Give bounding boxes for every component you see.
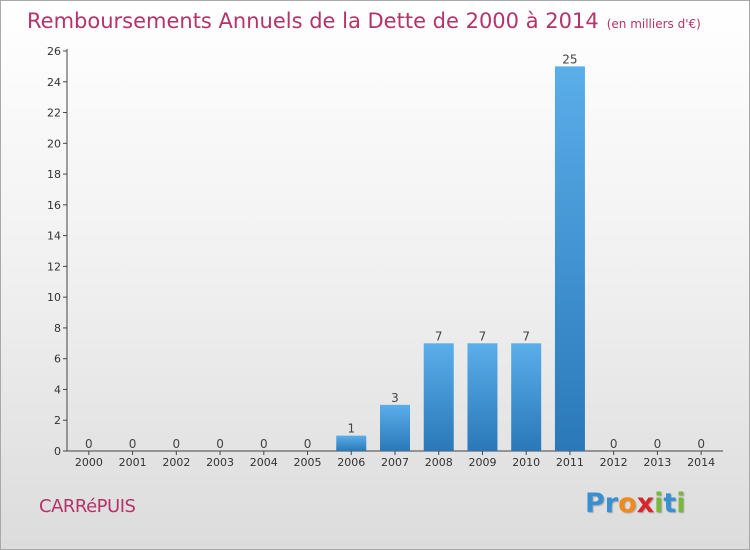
labels: 2000 0 2001 0 2002 0 2003 0 2004 0 2005 0 2006 1 2007 3… bbox=[75, 52, 715, 469]
bar bbox=[511, 343, 542, 451]
x-tick-label: 2002 bbox=[162, 456, 190, 469]
proxiti-logo: Proxiti bbox=[585, 488, 686, 519]
y-tick-label: 26 bbox=[47, 45, 61, 58]
commune-name: CARRéPUIS bbox=[39, 496, 136, 517]
x-tick-label: 2009 bbox=[468, 456, 496, 469]
x-tick-label: 2014 bbox=[687, 456, 715, 469]
logo-letter: i bbox=[654, 488, 664, 519]
data-label: 0 bbox=[129, 437, 137, 451]
x-tick-label: 2003 bbox=[206, 456, 234, 469]
y-tick-label: 8 bbox=[54, 322, 61, 335]
x-tick-label: 2005 bbox=[294, 456, 322, 469]
y-tick-label: 20 bbox=[47, 137, 61, 150]
data-label: 7 bbox=[479, 329, 487, 343]
y-tick-label: 14 bbox=[47, 230, 61, 243]
y-tick-label: 22 bbox=[47, 107, 61, 120]
bar bbox=[423, 343, 454, 451]
x-tick-label: 2011 bbox=[556, 456, 584, 469]
data-label: 7 bbox=[435, 329, 443, 343]
logo-letter: i bbox=[676, 488, 686, 519]
x-tick-label: 2007 bbox=[381, 456, 409, 469]
data-label: 0 bbox=[173, 437, 181, 451]
y-tick-label: 6 bbox=[54, 353, 61, 366]
bars bbox=[336, 66, 585, 451]
data-label: 7 bbox=[522, 329, 530, 343]
y-tick-label: 16 bbox=[47, 199, 61, 212]
data-label: 0 bbox=[260, 437, 268, 451]
x-tick-label: 2000 bbox=[75, 456, 103, 469]
y-tick-label: 18 bbox=[47, 168, 61, 181]
y-tick-label: 2 bbox=[54, 414, 61, 427]
unit-note: (en milliers d'€) bbox=[606, 17, 701, 31]
chart-title: Remboursements Annuels de la Dette de 20… bbox=[27, 9, 599, 33]
x-tick-label: 2006 bbox=[337, 456, 365, 469]
x-tick-label: 2008 bbox=[425, 456, 453, 469]
x-tick-label: 2004 bbox=[250, 456, 278, 469]
title-row: Remboursements Annuels de la Dette de 20… bbox=[27, 9, 701, 33]
bar bbox=[554, 66, 585, 451]
x-tick-label: 2013 bbox=[643, 456, 671, 469]
data-label: 0 bbox=[697, 437, 705, 451]
data-label: 0 bbox=[304, 437, 312, 451]
logo-letter: x bbox=[636, 488, 655, 519]
x-tick-label: 2010 bbox=[512, 456, 540, 469]
data-label: 25 bbox=[562, 52, 577, 66]
y-tick-label: 0 bbox=[54, 445, 61, 458]
y-tick-label: 24 bbox=[47, 76, 61, 89]
logo-letter: o bbox=[618, 488, 637, 519]
bar bbox=[467, 343, 498, 451]
logo-letter: r bbox=[604, 488, 619, 519]
y-tick-label: 4 bbox=[54, 383, 61, 396]
data-label: 0 bbox=[216, 437, 224, 451]
logo-letter: t bbox=[663, 488, 677, 519]
x-tick-label: 2012 bbox=[600, 456, 628, 469]
x-tick-label: 2001 bbox=[119, 456, 147, 469]
logo-letter: P bbox=[585, 488, 605, 519]
data-label: 0 bbox=[85, 437, 93, 451]
y-tick-label: 10 bbox=[47, 291, 61, 304]
bar bbox=[380, 404, 410, 451]
data-label: 0 bbox=[610, 437, 618, 451]
bar bbox=[336, 435, 367, 451]
data-label: 0 bbox=[654, 437, 662, 451]
y-tick-label: 12 bbox=[47, 260, 61, 273]
data-label: 3 bbox=[391, 391, 399, 405]
data-label: 1 bbox=[347, 422, 355, 436]
